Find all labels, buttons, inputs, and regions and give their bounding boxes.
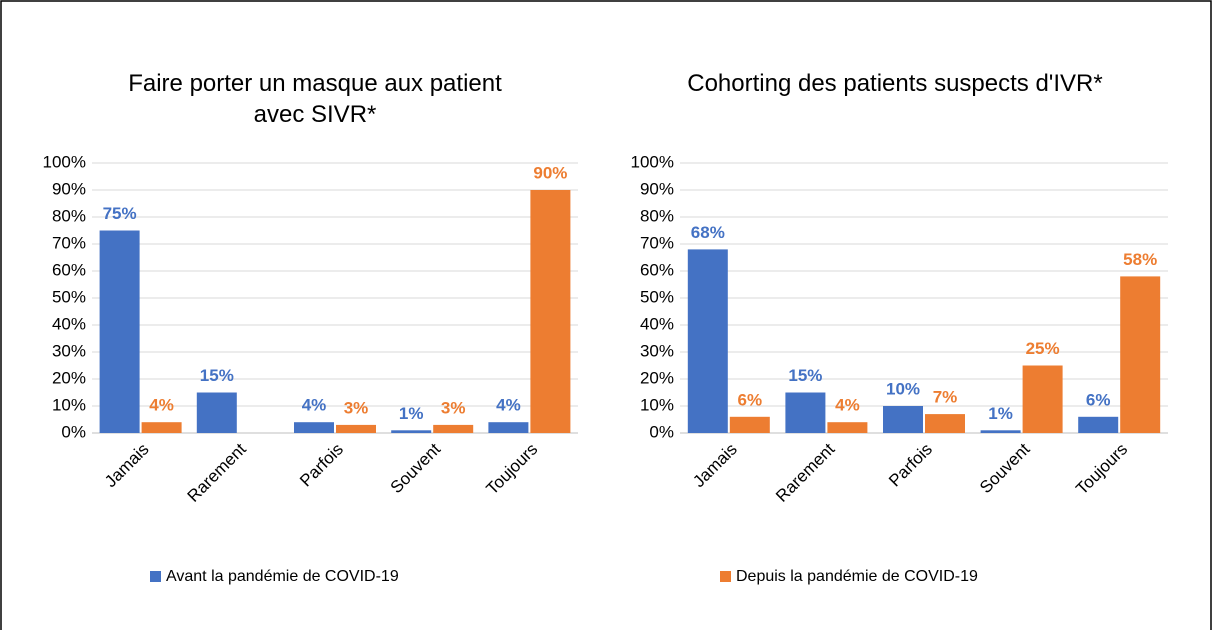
y-tick-label: 40% <box>640 314 674 333</box>
chart-title: Cohorting des patients suspects d'IVR* <box>687 70 1103 97</box>
bar <box>141 422 182 433</box>
data-label: 1% <box>988 404 1013 423</box>
y-tick-label: 90% <box>640 179 674 198</box>
x-tick-label: Toujours <box>1072 440 1131 499</box>
data-label: 90% <box>533 163 567 182</box>
y-tick-label: 80% <box>640 206 674 225</box>
y-tick-label: 70% <box>52 233 86 252</box>
data-label: 1% <box>399 404 424 423</box>
bar <box>433 424 474 433</box>
data-label: 10% <box>886 379 920 398</box>
y-tick-label: 60% <box>640 260 674 279</box>
bar <box>785 392 826 433</box>
x-tick-label: Souvent <box>387 439 445 497</box>
legend-swatch <box>720 571 731 582</box>
x-tick-label: Rarement <box>184 439 250 505</box>
y-tick-label: 30% <box>640 341 674 360</box>
data-label: 3% <box>441 398 466 417</box>
x-tick-label: Toujours <box>483 440 542 499</box>
bar <box>980 430 1021 433</box>
bar <box>925 414 965 433</box>
x-tick-label: Rarement <box>772 439 838 505</box>
data-label: 4% <box>496 396 521 415</box>
bar <box>1078 416 1119 433</box>
y-tick-label: 90% <box>52 179 86 198</box>
bar <box>488 422 529 433</box>
y-tick-label: 40% <box>52 314 86 333</box>
data-label: 3% <box>344 398 369 417</box>
y-tick-label: 100% <box>43 152 86 171</box>
bar <box>196 392 237 433</box>
data-label: 6% <box>1086 390 1111 409</box>
data-label: 4% <box>302 396 327 415</box>
bar <box>883 406 923 433</box>
y-tick-label: 60% <box>52 260 86 279</box>
bar <box>294 422 334 433</box>
bar <box>336 424 376 433</box>
bar <box>729 416 770 433</box>
x-tick-label: Souvent <box>976 439 1034 497</box>
x-tick-label: Jamais <box>101 440 153 492</box>
bar <box>827 422 868 433</box>
y-tick-label: 50% <box>640 287 674 306</box>
data-label: 15% <box>200 366 234 385</box>
bar <box>1022 365 1063 433</box>
y-tick-label: 10% <box>640 395 674 414</box>
data-label: 4% <box>835 396 860 415</box>
y-tick-label: 70% <box>640 233 674 252</box>
bar <box>391 430 432 433</box>
bar <box>530 190 571 433</box>
y-tick-label: 30% <box>52 341 86 360</box>
legend-label: Avant la pandémie de COVID-19 <box>166 568 399 585</box>
x-tick-label: Parfois <box>885 440 936 491</box>
bar <box>1120 276 1161 433</box>
x-tick-label: Jamais <box>689 440 741 492</box>
bar <box>687 249 728 433</box>
y-tick-label: 0% <box>61 422 86 441</box>
legend-label: Depuis la pandémie de COVID-19 <box>736 568 978 585</box>
data-label: 68% <box>691 223 725 242</box>
bar <box>99 230 140 433</box>
data-label: 75% <box>103 204 137 223</box>
legend-swatch <box>150 571 161 582</box>
y-tick-label: 0% <box>649 422 674 441</box>
y-tick-label: 10% <box>52 395 86 414</box>
x-tick-label: Parfois <box>296 440 347 491</box>
data-label: 7% <box>933 388 958 407</box>
data-label: 15% <box>788 366 822 385</box>
y-tick-label: 100% <box>631 152 674 171</box>
data-label: 6% <box>738 390 763 409</box>
data-label: 58% <box>1123 250 1157 269</box>
data-label: 25% <box>1026 339 1060 358</box>
y-tick-label: 80% <box>52 206 86 225</box>
chart-title: Faire porter un masque aux patient avec … <box>128 70 502 128</box>
y-tick-label: 50% <box>52 287 86 306</box>
y-tick-label: 20% <box>52 368 86 387</box>
y-tick-label: 20% <box>640 368 674 387</box>
data-label: 4% <box>149 396 174 415</box>
